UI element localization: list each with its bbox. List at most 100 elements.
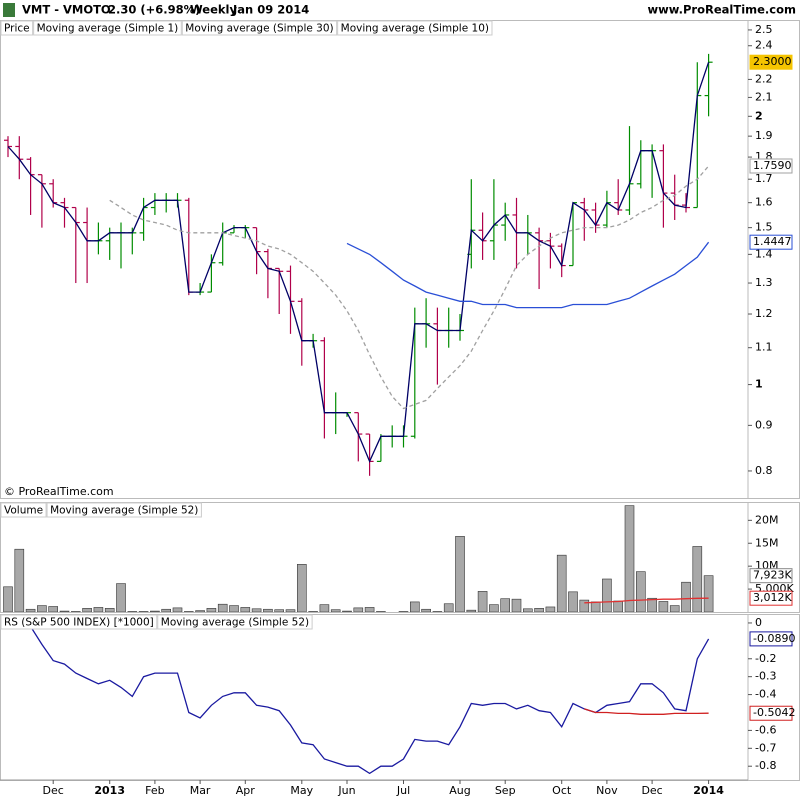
volume-bar — [681, 581, 691, 612]
last-value-box — [749, 705, 793, 721]
volume-bar — [296, 564, 307, 612]
legend-box — [0, 502, 47, 518]
line-series — [584, 597, 709, 604]
volume-bar — [545, 606, 556, 612]
y-tick-label: 1.9 — [755, 129, 773, 142]
y-tick-label: 2.1 — [755, 90, 773, 103]
volume-bar — [116, 583, 126, 612]
volume-bar — [703, 575, 714, 612]
last-value-label: 1.7590 — [753, 159, 792, 172]
volume-bar — [489, 604, 499, 612]
last-value-box — [749, 158, 793, 174]
volume-bar — [150, 610, 160, 612]
volume-bar — [602, 578, 612, 612]
volume-bar — [48, 606, 59, 612]
legend-entry: Price — [4, 23, 30, 35]
y-tick-label: -0.7 — [755, 741, 776, 754]
copyright: © ProRealTime.com — [4, 485, 114, 498]
x-tick-label: Aug — [449, 784, 470, 797]
date: Jan 09 2014 — [232, 3, 309, 17]
price-change: 2.30 (+6.98%) — [108, 3, 200, 17]
volume-bar — [195, 610, 205, 612]
last-value-label: 2.3000 — [753, 55, 792, 68]
legend-entry: Volume — [4, 505, 43, 517]
y-tick-label: -0.8 — [755, 759, 776, 772]
last-value-label: -0.0890 — [753, 632, 795, 645]
x-tick-label: Dec — [43, 784, 64, 797]
last-value-label: -0.5042 — [753, 706, 795, 719]
y-tick-label: 20M — [755, 513, 779, 526]
symbol: VMT - VMOTO — [22, 3, 111, 17]
x-tick-label: Mar — [190, 784, 211, 797]
volume-bar — [25, 608, 36, 612]
y-tick-label: 1.6 — [755, 196, 773, 209]
volume-bar — [229, 605, 239, 612]
legend-box — [33, 20, 182, 36]
legend-box — [157, 614, 313, 630]
volume-bar — [263, 608, 273, 612]
volume-bar — [421, 608, 431, 612]
legend-box — [46, 502, 202, 518]
volume-bar — [14, 548, 25, 612]
volume-bar — [635, 571, 646, 612]
plot-area — [4, 53, 713, 476]
x-tick-label: Jun — [337, 784, 355, 797]
last-value-box — [749, 234, 793, 250]
y-tick-label: 1.1 — [755, 341, 773, 354]
line-series — [346, 241, 710, 309]
last-value-box — [749, 590, 793, 606]
y-tick-label: 2.4 — [755, 39, 773, 52]
y-tick-label: 1.3 — [755, 276, 773, 289]
legend-entry: Moving average (Simple 1) — [37, 23, 179, 35]
app-icon — [3, 3, 15, 17]
x-tick-label: Apr — [236, 784, 256, 797]
volume-bar — [217, 603, 228, 612]
volume-bar — [161, 608, 171, 612]
y-tick-label: 0 — [755, 616, 762, 629]
volume-bar — [568, 591, 578, 612]
last-value-label: 1.4447 — [753, 235, 792, 248]
period: Weekly — [190, 3, 237, 17]
volume-bar — [443, 603, 454, 612]
legend-entry: Moving average (Simple 52) — [161, 617, 309, 629]
legend-entry: Moving average (Simple 52) — [50, 505, 198, 517]
legend-box — [181, 20, 338, 36]
legend-entry: Moving average (Simple 30) — [185, 23, 333, 35]
last-value-label: 3,012K — [753, 591, 792, 604]
legend-box — [0, 614, 158, 630]
volume-bar — [285, 609, 296, 612]
volume-bar — [251, 608, 262, 612]
y-tick-label: 1.5 — [755, 221, 773, 234]
volume-bar — [590, 601, 601, 612]
y-tick-label: -0.4 — [755, 688, 776, 701]
volume-bar — [647, 597, 657, 612]
volume-bar — [658, 601, 669, 612]
y-tick-label: 0.8 — [755, 464, 773, 477]
line-series — [7, 61, 710, 464]
site: www.ProRealTime.com — [647, 3, 796, 17]
x-tick-label: Nov — [596, 784, 618, 797]
volume-bar — [624, 505, 635, 612]
y-tick-label: 15M — [755, 536, 779, 549]
volume-bar — [669, 605, 680, 612]
y-tick-label: 2.2 — [755, 72, 773, 85]
line-series — [109, 165, 710, 410]
volume-bar — [274, 609, 285, 612]
plot-area — [17, 614, 710, 775]
last-value-label: 7,923K — [753, 569, 792, 582]
x-tick-label: Oct — [552, 784, 572, 797]
y-tick-label: 1.4 — [755, 247, 773, 260]
y-tick-label: 1 — [755, 378, 763, 391]
x-tick-label: Dec — [641, 784, 662, 797]
x-tick-label: Feb — [145, 784, 164, 797]
volume-bar — [37, 605, 47, 612]
volume-bar — [511, 598, 522, 612]
x-tick-label: Jul — [396, 784, 410, 797]
volume-bar — [409, 601, 420, 612]
line-series — [584, 708, 709, 715]
volume-bar — [93, 607, 104, 612]
